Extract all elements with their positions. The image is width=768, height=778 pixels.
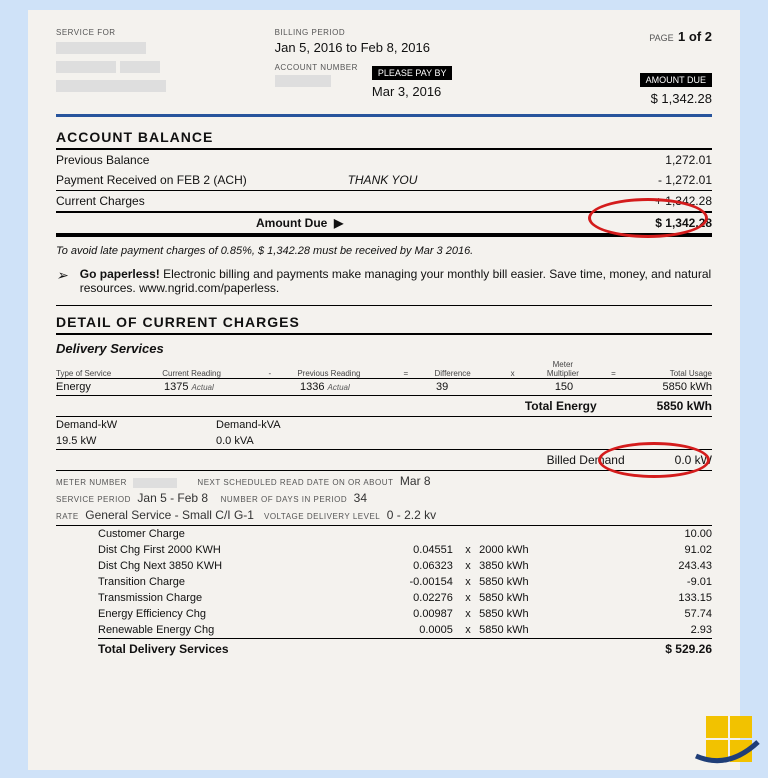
meter-meta-3: RATE General Service - Small C/I G-1 VOL… xyxy=(56,508,712,522)
charge-row: Renewable Energy Chg0.0005x5850 kWh2.93 xyxy=(56,622,712,638)
payment-received-value: - 1,272.01 xyxy=(530,173,712,187)
redacted-block xyxy=(56,80,166,92)
late-payment-note: To avoid late payment charges of 0.85%, … xyxy=(56,245,712,257)
amount-due-label: Amount Due xyxy=(256,216,327,230)
redacted-block xyxy=(120,61,160,73)
billed-demand-row: Billed Demand 0.0 kW xyxy=(56,450,712,470)
rule xyxy=(56,305,712,306)
payment-received-label: Payment Received on FEB 2 (ACH) xyxy=(56,173,348,187)
previous-balance-label: Previous Balance xyxy=(56,153,149,167)
account-balance-title: ACCOUNT BALANCE xyxy=(56,129,712,150)
current-charges-value: + 1,342.28 xyxy=(655,194,712,208)
bill-sheet: SERVICE FOR BILLING PERIOD Jan 5, 2016 t… xyxy=(28,10,740,770)
charge-row: Dist Chg First 2000 KWH0.04551x2000 kWh9… xyxy=(56,542,712,558)
total-energy-row: Total Energy 5850 kWh xyxy=(56,396,712,416)
rule xyxy=(56,233,712,237)
paperless-promo: ➢ Go paperless! Electronic billing and p… xyxy=(56,267,712,295)
amount-due-header-value: $ 1,342.28 xyxy=(530,91,712,106)
meter-meta-1: METER NUMBER NEXT SCHEDULED READ DATE ON… xyxy=(56,474,712,488)
billing-period-label: BILLING PERIOD xyxy=(275,28,512,37)
please-pay-by-value: Mar 3, 2016 xyxy=(372,84,453,99)
amount-due-row: Amount Due ▶ $ 1,342.28 xyxy=(56,213,712,233)
charges-list: Customer Charge10.00Dist Chg First 2000 … xyxy=(56,526,712,638)
charge-row: Customer Charge10.00 xyxy=(56,526,712,542)
detail-title: DETAIL OF CURRENT CHARGES xyxy=(56,314,712,335)
energy-usage: 5850 kWh xyxy=(642,381,712,393)
thank-you: THANK YOU xyxy=(348,173,530,187)
previous-balance-row: Previous Balance 1,272.01 xyxy=(56,150,712,170)
redacted-block xyxy=(133,478,177,488)
page-label: PAGE xyxy=(649,33,673,43)
please-pay-by-label: PLEASE PAY BY xyxy=(372,66,453,80)
billing-period-value: Jan 5, 2016 to Feb 8, 2016 xyxy=(275,40,512,55)
redacted-block xyxy=(56,42,146,54)
header-rule xyxy=(56,114,712,117)
amount-due-value: $ 1,342.28 xyxy=(655,216,712,230)
charge-row: Transition Charge-0.00154x5850 kWh-9.01 xyxy=(56,574,712,590)
meter-meta-2: SERVICE PERIOD Jan 5 - Feb 8 NUMBER OF D… xyxy=(56,491,712,505)
energy-row: Energy 1375 Actual 1336 Actual 39 150 58… xyxy=(56,379,712,395)
brand-logo-icon xyxy=(692,712,762,772)
paperless-bold: Go paperless! xyxy=(80,267,160,281)
current-charges-row: Current Charges + 1,342.28 xyxy=(56,191,712,211)
delivery-services-heading: Delivery Services xyxy=(56,341,712,356)
demand-labels-row: Demand-kW Demand-kVA xyxy=(56,417,712,433)
payment-received-row: Payment Received on FEB 2 (ACH) THANK YO… xyxy=(56,170,712,190)
total-delivery-value: $ 529.26 xyxy=(665,642,712,656)
usage-table-header: Type of Service Current Reading - Previo… xyxy=(56,360,712,378)
arrow-icon: ➢ xyxy=(56,267,68,295)
service-for-label: SERVICE FOR xyxy=(56,28,257,37)
demand-values-row: 19.5 kW 0.0 kVA xyxy=(56,433,712,449)
account-number-label: ACCOUNT NUMBER xyxy=(275,63,358,72)
charge-row: Dist Chg Next 3850 KWH0.06323x3850 kWh24… xyxy=(56,558,712,574)
charge-row: Transmission Charge0.02276x5850 kWh133.1… xyxy=(56,590,712,606)
amount-due-header-label: AMOUNT DUE xyxy=(640,73,712,87)
total-delivery-row: Total Delivery Services $ 529.26 xyxy=(56,639,712,659)
total-energy-value: 5850 kWh xyxy=(657,399,712,413)
current-charges-label: Current Charges xyxy=(56,194,145,208)
paperless-text: Electronic billing and payments make man… xyxy=(80,267,711,295)
redacted-block xyxy=(56,61,116,73)
rule xyxy=(56,470,712,471)
bill-header: SERVICE FOR BILLING PERIOD Jan 5, 2016 t… xyxy=(56,28,712,106)
previous-balance-value: 1,272.01 xyxy=(665,153,712,167)
page-value: 1 of 2 xyxy=(678,29,712,44)
charge-row: Energy Efficiency Chg0.00987x5850 kWh57.… xyxy=(56,606,712,622)
redacted-block xyxy=(275,75,331,87)
